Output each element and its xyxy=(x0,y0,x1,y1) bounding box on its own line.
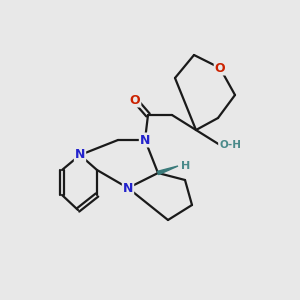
Text: H: H xyxy=(182,161,190,171)
Text: N: N xyxy=(75,148,85,161)
Text: O: O xyxy=(130,94,140,106)
Text: N: N xyxy=(140,134,150,146)
Text: O: O xyxy=(215,61,225,74)
Text: N: N xyxy=(123,182,133,194)
Polygon shape xyxy=(158,166,178,175)
Text: O-H: O-H xyxy=(219,140,241,150)
